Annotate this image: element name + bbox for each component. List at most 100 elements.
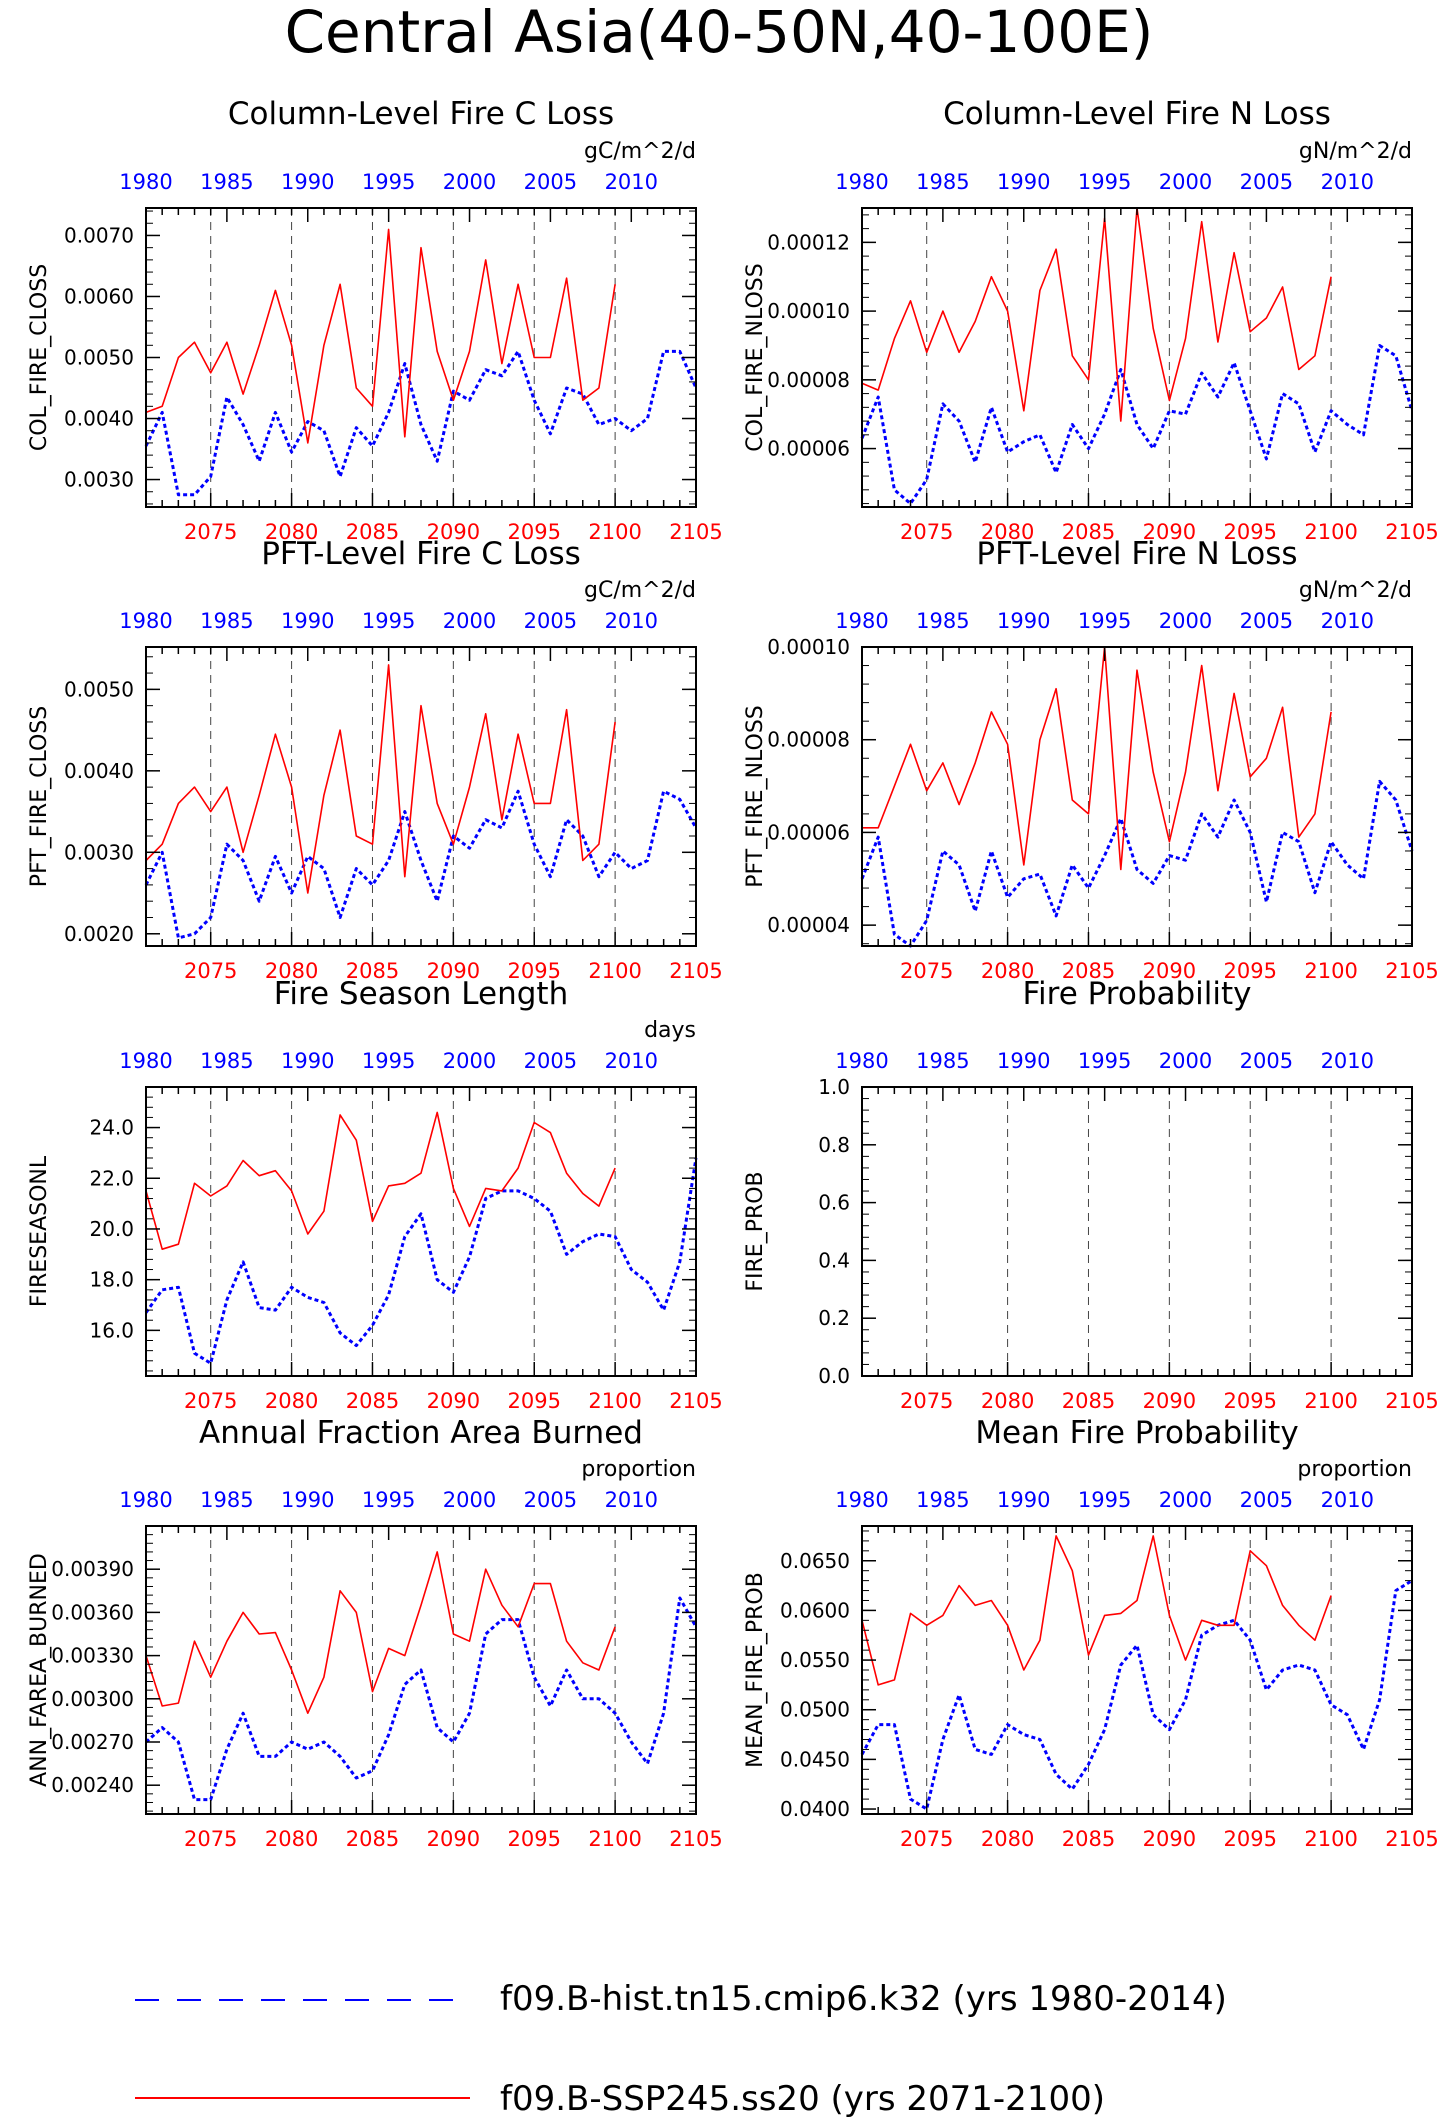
y-tick-label: 0.00330 bbox=[51, 1644, 134, 1668]
top-tick-label: 1980 bbox=[835, 1049, 888, 1073]
plot-frame bbox=[861, 646, 1413, 947]
y-tick-label: 0.00010 bbox=[767, 299, 850, 323]
top-tick-label: 2000 bbox=[443, 170, 496, 194]
figure-title: Central Asia(40-50N,40-100E) bbox=[285, 0, 1154, 66]
panel-title: PFT-Level Fire N Loss bbox=[976, 536, 1297, 572]
bottom-tick-label: 2080 bbox=[265, 520, 318, 544]
bottom-tick-label: 2090 bbox=[1143, 520, 1196, 544]
units-label: gC/m^2/d bbox=[584, 578, 696, 603]
y-tick-label: 0.0040 bbox=[64, 407, 134, 431]
panel-title: Annual Fraction Area Burned bbox=[199, 1415, 643, 1451]
bottom-tick-label: 2080 bbox=[981, 1827, 1034, 1851]
bottom-tick-label: 2105 bbox=[669, 520, 722, 544]
top-tick-label: 1990 bbox=[997, 170, 1050, 194]
bottom-tick-label: 2095 bbox=[508, 1389, 561, 1413]
top-tick-label: 1980 bbox=[119, 170, 172, 194]
chart-panel-1: Column-Level Fire C Loss gC/m^2/d COL_FIRE… bbox=[27, 96, 723, 544]
bottom-tick-label: 2100 bbox=[1304, 520, 1357, 544]
top-tick-label: 2000 bbox=[443, 1488, 496, 1512]
top-tick-label: 1980 bbox=[835, 170, 888, 194]
y-tick-label: 0.0060 bbox=[64, 284, 134, 308]
top-tick-label: 2000 bbox=[1159, 1488, 1212, 1512]
series-hist-line bbox=[860, 344, 1414, 506]
top-tick-label: 2010 bbox=[605, 609, 658, 633]
y-tick-label: 0.0050 bbox=[64, 677, 134, 701]
top-tick-label: 1995 bbox=[1078, 170, 1131, 194]
y-tick-label: 0.00004 bbox=[767, 913, 850, 937]
series-hist-line bbox=[145, 1596, 698, 1802]
chart-panel-2: Column-Level Fire N Loss gN/m^2/d COL_FIRE… bbox=[743, 96, 1438, 544]
panel-title: Mean Fire Probability bbox=[975, 1415, 1298, 1451]
units-label: proportion bbox=[581, 1457, 696, 1482]
plot-frame bbox=[861, 207, 1413, 508]
bottom-tick-label: 2095 bbox=[508, 959, 561, 983]
bottom-tick-label: 2090 bbox=[1143, 959, 1196, 983]
y-tick-label: 0.6 bbox=[818, 1191, 850, 1215]
top-tick-label: 2005 bbox=[1240, 1049, 1293, 1073]
bottom-tick-label: 2105 bbox=[669, 1389, 722, 1413]
bottom-tick-label: 2090 bbox=[427, 1389, 480, 1413]
top-tick-label: 1995 bbox=[1078, 609, 1131, 633]
bottom-tick-label: 2085 bbox=[346, 959, 399, 983]
top-tick-label: 1980 bbox=[119, 609, 172, 633]
bottom-tick-label: 2080 bbox=[981, 520, 1034, 544]
plot-frame bbox=[861, 1086, 1413, 1377]
y-tick-label: 0.00008 bbox=[767, 728, 850, 752]
top-tick-label: 2000 bbox=[1159, 609, 1212, 633]
y-axis-label: PFT_FIRE_CLOSS bbox=[27, 706, 52, 887]
units-label: proportion bbox=[1297, 1457, 1412, 1482]
bottom-tick-label: 2085 bbox=[346, 1827, 399, 1851]
bottom-tick-label: 2085 bbox=[1062, 520, 1115, 544]
top-tick-label: 2000 bbox=[443, 609, 496, 633]
y-tick-label: 0.0400 bbox=[780, 1797, 850, 1821]
series-ssp-line bbox=[861, 207, 1332, 422]
y-tick-label: 0.0070 bbox=[64, 223, 134, 247]
bottom-tick-label: 2085 bbox=[1062, 1389, 1115, 1413]
bottom-tick-label: 2080 bbox=[981, 1389, 1034, 1413]
bottom-tick-label: 2090 bbox=[427, 1827, 480, 1851]
top-tick-label: 2005 bbox=[524, 1049, 577, 1073]
y-axis-label: COL_FIRE_NLOSS bbox=[743, 263, 768, 451]
y-tick-label: 0.0 bbox=[818, 1364, 850, 1388]
legend: f09.B-hist.tn15.cmip6.k32 (yrs 1980-2014… bbox=[135, 1979, 1227, 2119]
top-tick-label: 1985 bbox=[200, 1488, 253, 1512]
bottom-tick-label: 2105 bbox=[1385, 959, 1438, 983]
top-tick-label: 2005 bbox=[1240, 170, 1293, 194]
bottom-tick-label: 2075 bbox=[900, 1389, 953, 1413]
top-tick-label: 2005 bbox=[524, 1488, 577, 1512]
series-hist-line bbox=[144, 1157, 698, 1365]
bottom-tick-label: 2080 bbox=[265, 959, 318, 983]
series-hist-line bbox=[144, 789, 698, 940]
bottom-tick-label: 2095 bbox=[1224, 520, 1277, 544]
bottom-tick-label: 2105 bbox=[1385, 1389, 1438, 1413]
y-tick-label: 0.0500 bbox=[780, 1698, 850, 1722]
y-tick-label: 0.00270 bbox=[51, 1730, 134, 1754]
top-tick-label: 2010 bbox=[605, 170, 658, 194]
top-tick-label: 2000 bbox=[1159, 1049, 1212, 1073]
top-tick-label: 1990 bbox=[997, 1049, 1050, 1073]
y-tick-label: 0.8 bbox=[818, 1133, 850, 1157]
y-axis-label: FIRE_PROB bbox=[743, 1171, 768, 1291]
y-tick-label: 20.0 bbox=[89, 1217, 134, 1241]
y-tick-label: 0.2 bbox=[818, 1306, 850, 1330]
bottom-tick-label: 2095 bbox=[508, 1827, 561, 1851]
y-tick-label: 16.0 bbox=[89, 1318, 134, 1342]
bottom-tick-label: 2090 bbox=[1143, 1389, 1196, 1413]
bottom-tick-label: 2085 bbox=[1062, 1827, 1115, 1851]
bottom-tick-label: 2095 bbox=[508, 520, 561, 544]
y-axis-label: PFT_FIRE_NLOSS bbox=[743, 705, 768, 887]
top-tick-label: 2010 bbox=[1321, 170, 1374, 194]
y-tick-label: 0.00240 bbox=[51, 1773, 134, 1797]
bottom-tick-label: 2105 bbox=[669, 959, 722, 983]
top-tick-label: 1995 bbox=[362, 1049, 415, 1073]
y-tick-label: 24.0 bbox=[89, 1116, 134, 1140]
bottom-tick-label: 2075 bbox=[900, 1827, 953, 1851]
legend-hist-label: f09.B-hist.tn15.cmip6.k32 (yrs 1980-2014… bbox=[500, 1979, 1227, 2019]
bottom-tick-label: 2085 bbox=[1062, 959, 1115, 983]
y-tick-label: 0.0030 bbox=[64, 840, 134, 864]
top-tick-label: 1985 bbox=[916, 609, 969, 633]
top-tick-label: 1990 bbox=[281, 609, 334, 633]
top-tick-label: 1995 bbox=[362, 1488, 415, 1512]
bottom-tick-label: 2095 bbox=[1224, 959, 1277, 983]
